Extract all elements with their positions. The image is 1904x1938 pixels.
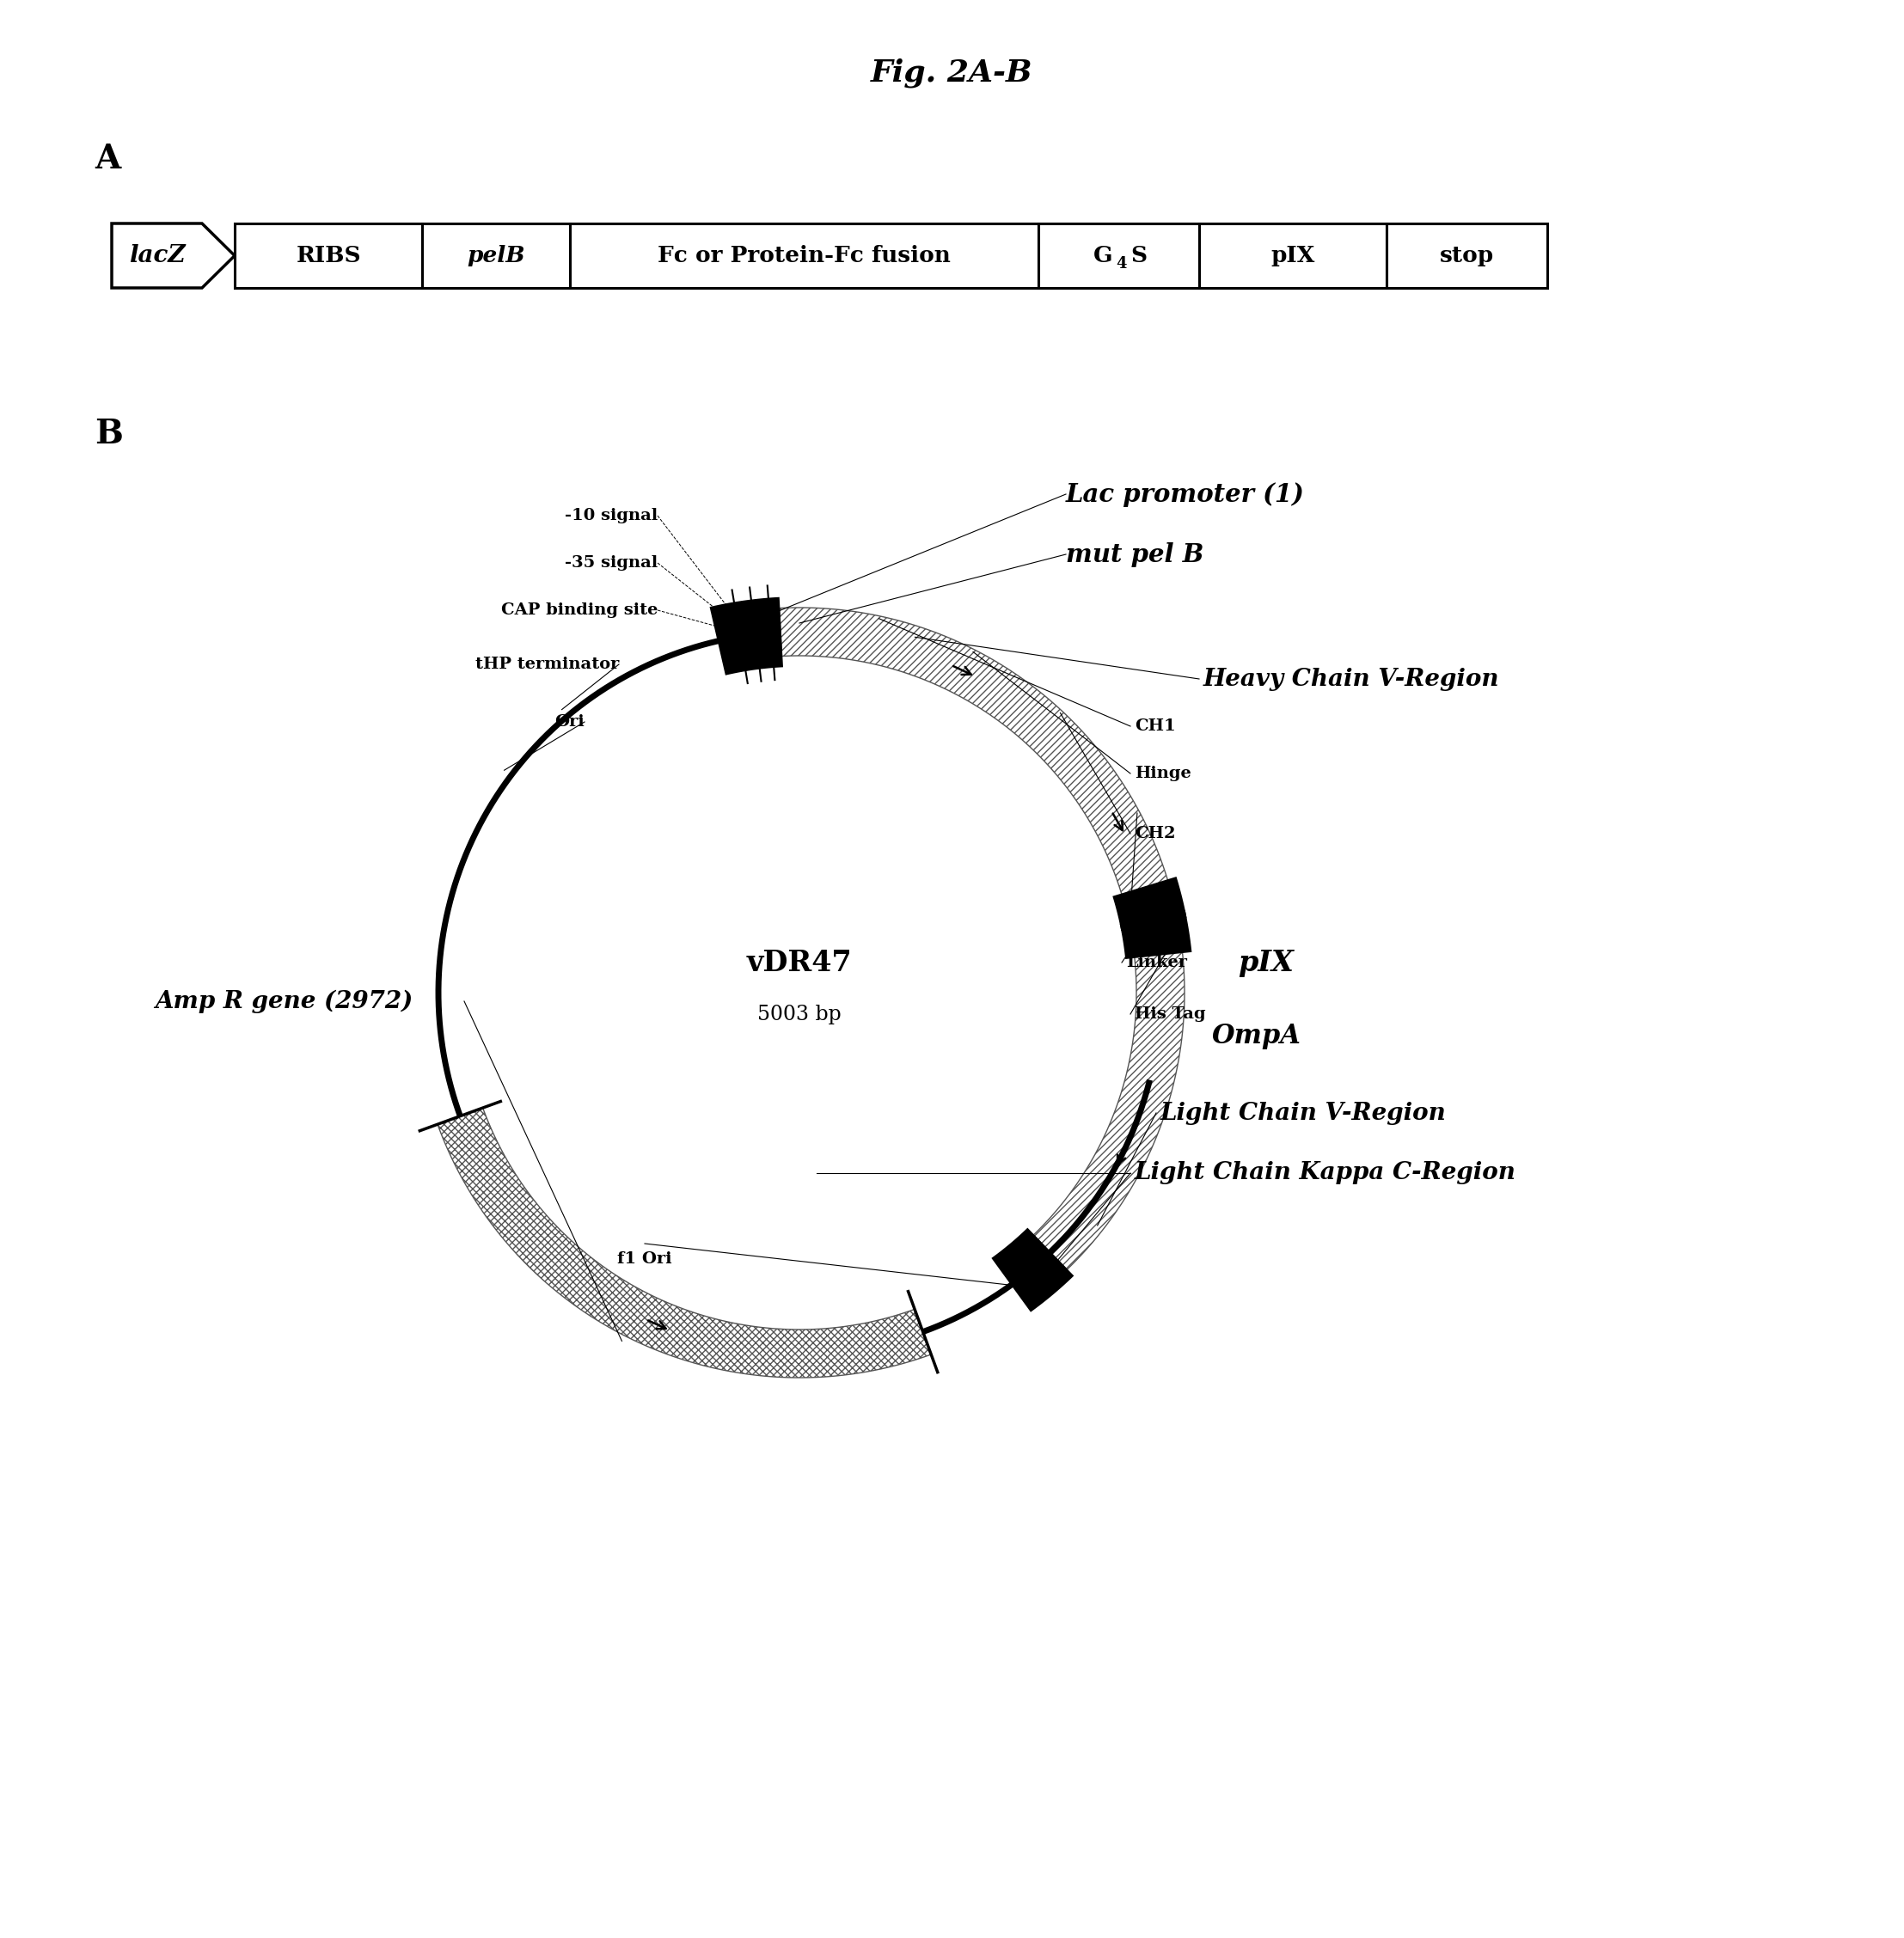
Text: pIX: pIX	[1238, 948, 1293, 977]
Text: pelB: pelB	[466, 244, 526, 266]
Text: CH3: CH3	[1135, 903, 1175, 919]
Polygon shape	[438, 1109, 931, 1378]
Text: Hinge: Hinge	[1135, 766, 1192, 781]
Text: -35 signal: -35 signal	[565, 554, 657, 570]
FancyBboxPatch shape	[423, 223, 569, 289]
Text: Ori: Ori	[554, 715, 585, 729]
Text: RIBS: RIBS	[295, 244, 362, 266]
Text: Linker: Linker	[1125, 955, 1186, 971]
Text: Light Chain V-Region: Light Chain V-Region	[1160, 1101, 1447, 1124]
Text: S: S	[1131, 244, 1146, 266]
Polygon shape	[992, 1229, 1074, 1312]
Text: CH1: CH1	[1135, 719, 1175, 735]
Text: Lac promoter (1): Lac promoter (1)	[1066, 483, 1304, 506]
Text: mut pel B: mut pel B	[1066, 543, 1203, 566]
Text: Heavy Chain V-Region: Heavy Chain V-Region	[1203, 667, 1500, 690]
Polygon shape	[710, 597, 783, 674]
Polygon shape	[1114, 878, 1186, 930]
Text: tHP terminator: tHP terminator	[474, 657, 619, 672]
FancyBboxPatch shape	[1200, 223, 1386, 289]
Text: A: A	[95, 143, 120, 174]
Polygon shape	[1034, 899, 1184, 1269]
Text: f1 Ori: f1 Ori	[617, 1252, 672, 1267]
Text: His Tag: His Tag	[1135, 1006, 1205, 1021]
Text: Amp R gene (2972): Amp R gene (2972)	[154, 990, 413, 1014]
Text: lacZ: lacZ	[129, 244, 185, 267]
Text: 5003 bp: 5003 bp	[758, 1004, 842, 1023]
Polygon shape	[779, 609, 1173, 911]
Text: Fc or Protein-Fc fusion: Fc or Protein-Fc fusion	[657, 244, 950, 266]
Text: vDR47: vDR47	[746, 948, 853, 977]
FancyBboxPatch shape	[1038, 223, 1200, 289]
Text: Light Chain Kappa C-Region: Light Chain Kappa C-Region	[1135, 1161, 1516, 1184]
FancyBboxPatch shape	[1386, 223, 1548, 289]
Text: Fig. 2A-B: Fig. 2A-B	[870, 58, 1032, 87]
FancyBboxPatch shape	[569, 223, 1038, 289]
Text: 4: 4	[1116, 256, 1127, 271]
Text: pIX: pIX	[1270, 244, 1316, 266]
Text: B: B	[95, 419, 124, 450]
Text: G: G	[1093, 244, 1114, 266]
Text: -10 signal: -10 signal	[565, 508, 657, 523]
Polygon shape	[112, 223, 234, 289]
Text: CAP binding site: CAP binding site	[501, 603, 657, 618]
Text: CH2: CH2	[1135, 826, 1175, 841]
Polygon shape	[1121, 911, 1192, 957]
Text: stop: stop	[1439, 244, 1495, 266]
FancyBboxPatch shape	[234, 223, 423, 289]
Text: OmpA: OmpA	[1213, 1021, 1300, 1048]
